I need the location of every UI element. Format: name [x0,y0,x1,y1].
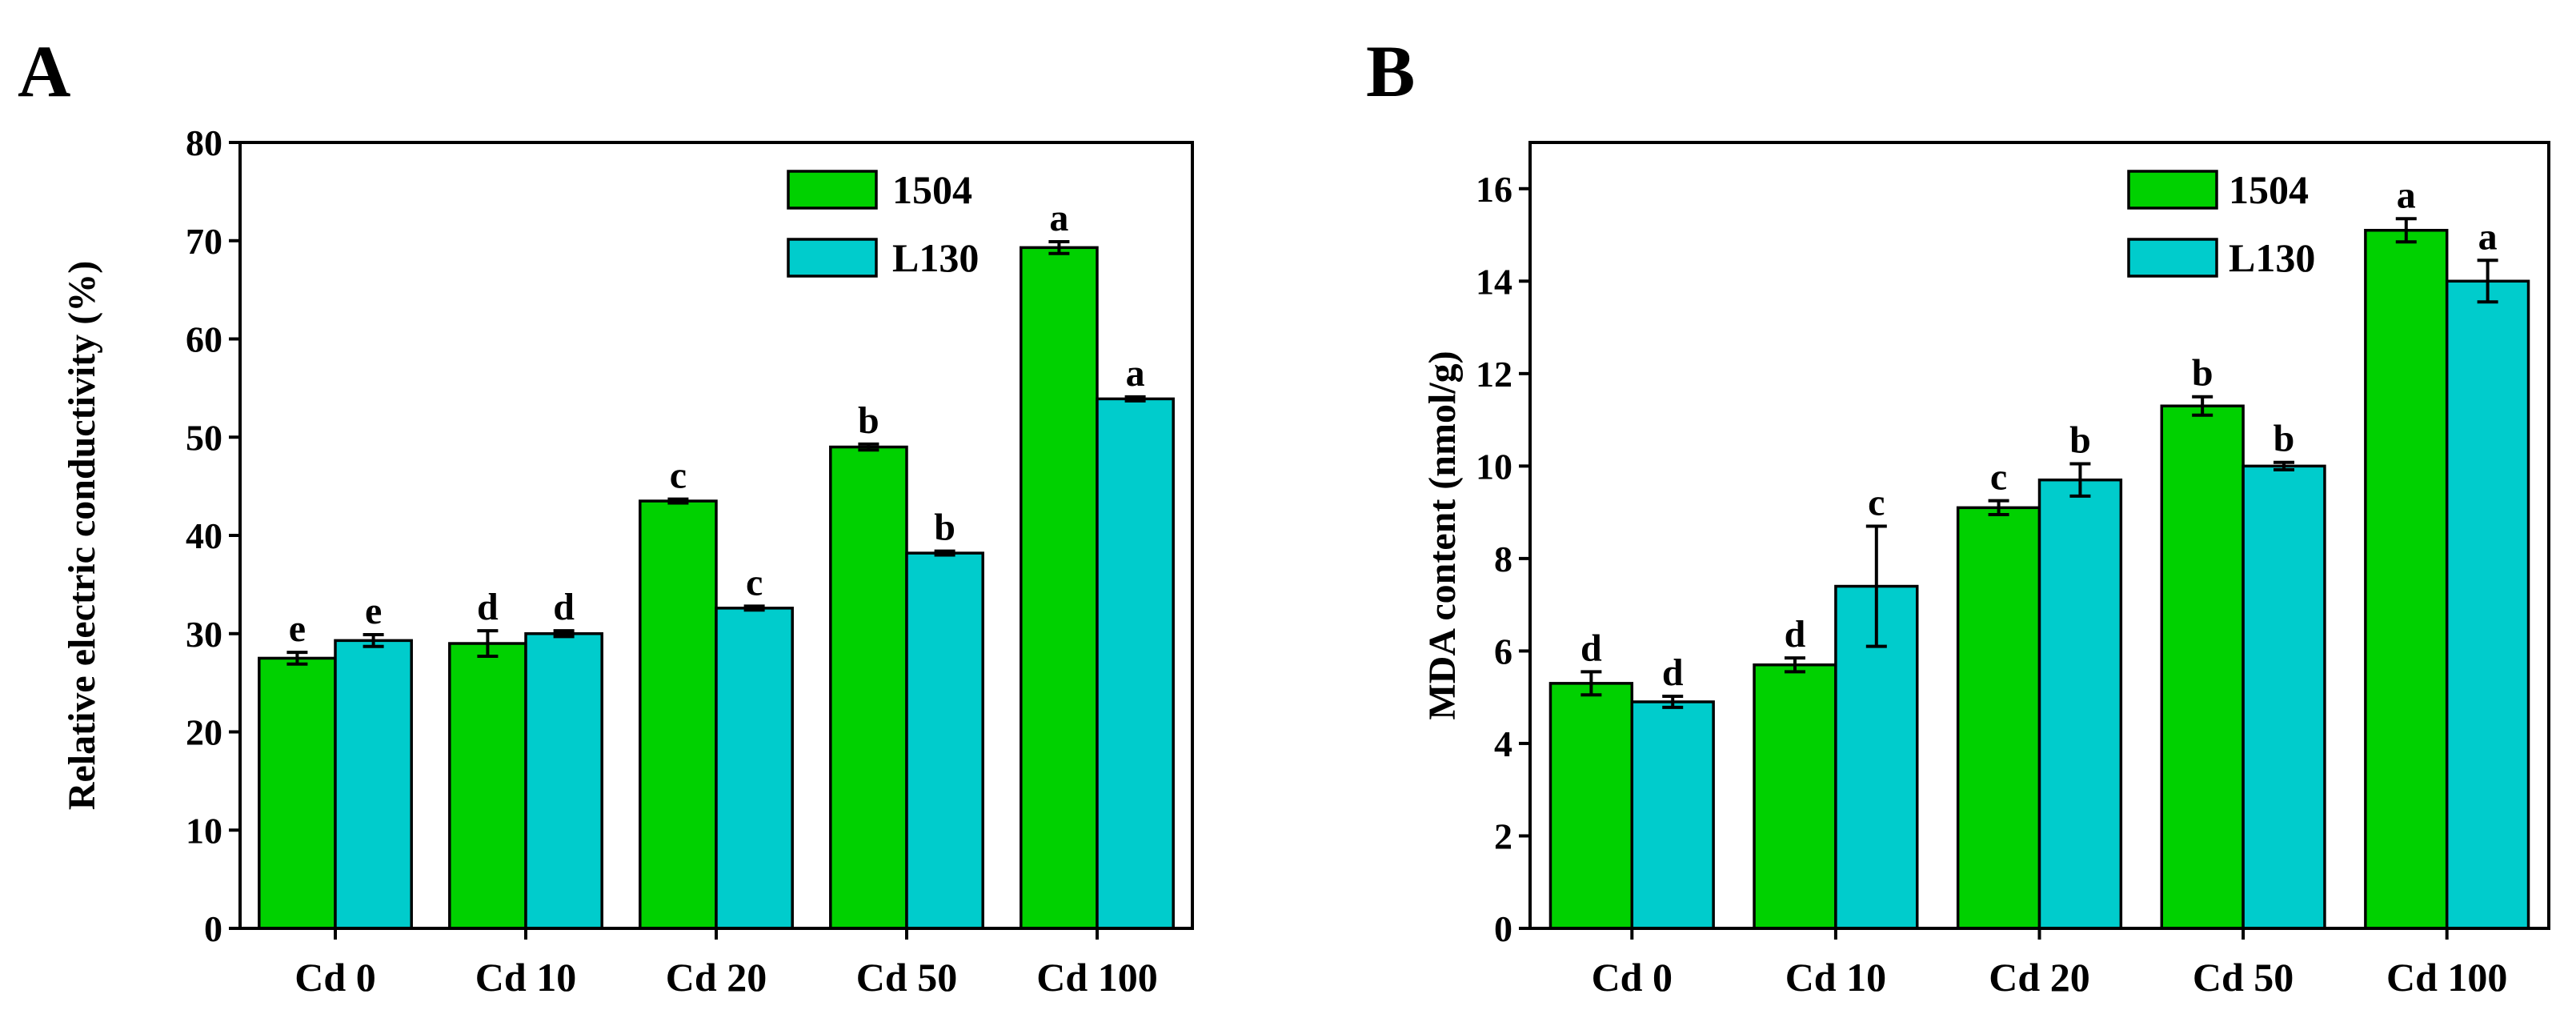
significance-letter-1504-cd-100: a [2397,174,2416,216]
bar-1504-cd-10 [1753,663,1837,930]
x-tick-label-cd-20: Cd 20 [666,955,767,1000]
y-tick-label: 80 [186,122,222,163]
y-tick-label: 10 [186,810,222,851]
x-tick-label-cd-50: Cd 50 [2193,955,2294,1000]
significance-letter-l130-cd-0: d [1662,651,1684,694]
y-tick-label: 8 [1494,539,1512,579]
y-axis-title: MDA content (nmol/g) [1421,351,1464,719]
bar-l130-cd-50 [2241,464,2326,930]
legend-swatch-1504 [2127,170,2218,210]
significance-letter-1504-cd-20: c [1990,456,2007,499]
bar-1504-cd-0 [1548,682,1634,930]
bar-1504-cd-100 [2364,229,2449,930]
significance-letter-l130-cd-0: e [365,590,382,632]
significance-letter-l130-cd-50: b [2274,418,2295,460]
y-tick-label: 6 [1494,631,1512,671]
significance-letter-l130-cd-100: a [1126,352,1145,395]
y-tick-label: 10 [1476,446,1512,487]
y-tick-label: 12 [1476,354,1512,395]
significance-letter-l130-cd-20: c [746,561,763,603]
legend-label-1504: 1504 [892,167,972,212]
bar-l130-cd-50 [905,551,984,930]
panel-a: A 0 10 20 30 40 50 60 70 80 Relative electric cond… [18,30,1194,1000]
significance-letter-l130-cd-100: a [2478,215,2498,258]
significance-letter-1504-cd-20: c [670,455,687,497]
significance-letter-1504-cd-10: d [1785,613,1806,655]
bar-l130-cd-20 [2037,478,2123,930]
y-tick-label: 50 [186,417,222,458]
y-tick-label: 70 [186,221,222,262]
significance-letter-1504-cd-0: d [1580,627,1602,669]
significance-letter-l130-cd-10: d [553,586,575,628]
x-tick-label-cd-50: Cd 50 [856,955,957,1000]
y-tick-label: 4 [1494,723,1512,764]
x-tick-label-cd-100: Cd 100 [2386,955,2507,1000]
y-tick-label: 0 [1494,908,1512,949]
significance-letter-1504-cd-50: b [2192,352,2213,395]
bar-l130-cd-100 [2445,279,2530,930]
bar-1504-cd-10 [448,642,527,930]
bar-1504-cd-50 [2160,404,2245,930]
y-tick-label: 16 [1476,169,1512,210]
panel-label: A [18,30,70,112]
x-tick-label-cd-100: Cd 100 [1036,955,1157,1000]
legend-label-l130: L130 [2229,235,2315,280]
legend-swatch-1504 [787,170,878,210]
bar-1504-cd-100 [1020,246,1099,930]
legend-label-l130: L130 [892,235,979,280]
y-tick-label: 30 [186,614,222,655]
legend-swatch-l130 [787,238,878,278]
bar-1504-cd-20 [639,499,718,930]
significance-letter-l130-cd-10: c [1868,481,1885,523]
bar-1504-cd-20 [1956,506,2041,930]
bar-l130-cd-10 [524,632,603,930]
bar-l130-cd-0 [334,639,413,930]
plot-frame [1528,141,2550,930]
y-tick-label: 60 [186,319,222,360]
y-tick-label: 20 [186,712,222,753]
bar-1504-cd-0 [258,656,337,930]
y-axis-title: Relative electric conductivity (%) [61,261,103,810]
x-tick-label-cd-0: Cd 0 [1592,955,1673,1000]
legend-label-1504: 1504 [2229,167,2309,212]
y-tick-label: 14 [1476,261,1512,302]
panel-label: B [1366,30,1415,112]
significance-letter-1504-cd-0: e [289,607,306,650]
x-tick-label-cd-20: Cd 20 [1989,955,2089,1000]
x-tick-label-cd-10: Cd 10 [475,955,576,1000]
significance-letter-1504-cd-50: b [858,399,879,442]
significance-letter-1504-cd-100: a [1049,197,1068,239]
y-tick-label: 2 [1494,816,1512,856]
bar-l130-cd-20 [715,607,794,930]
bar-l130-cd-100 [1096,397,1175,930]
bar-l130-cd-0 [1630,700,1715,930]
significance-letter-l130-cd-50: b [934,507,955,549]
x-tick-label-cd-10: Cd 10 [1785,955,1886,1000]
significance-letter-l130-cd-20: b [2069,419,2091,461]
y-tick-label: 0 [204,908,222,949]
y-tick-label: 40 [186,515,222,556]
panel-b: B 0 2 4 6 8 10 12 14 16 MDA content (nmol/g) Cd 0 d d… [1366,30,2550,1000]
plot-frame [238,141,1194,930]
x-tick-label-cd-0: Cd 0 [294,955,375,1000]
legend-swatch-l130 [2127,238,2218,278]
significance-letter-1504-cd-10: d [477,586,499,628]
bar-1504-cd-50 [829,445,908,930]
